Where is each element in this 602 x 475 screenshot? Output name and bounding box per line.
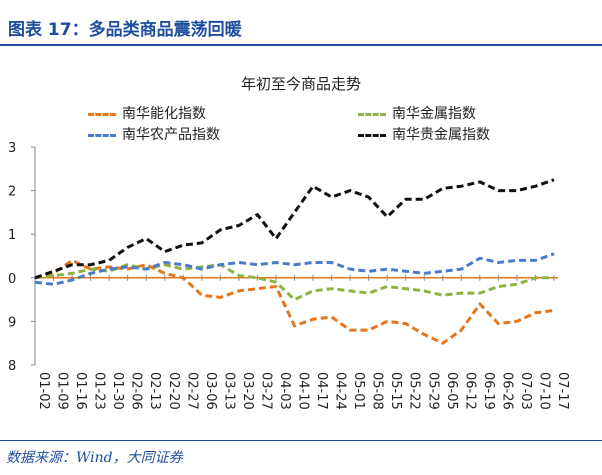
x-tick-label: 05-08 [370, 372, 385, 410]
legend-item-precious: 南华贵金属指数 [358, 124, 490, 144]
footer-rule [0, 440, 602, 441]
series-line-2 [34, 252, 555, 286]
chart-title: 年初至今商品走势 [240, 75, 361, 93]
legend-swatch [358, 112, 386, 116]
legend-item-energy: 南华能化指数 [88, 103, 206, 123]
source-note: 数据来源：Wind，大同证券 [6, 450, 183, 466]
y-tick-label: 9 [8, 315, 16, 330]
series-line-0 [34, 258, 555, 345]
x-tick-label: 04-24 [333, 372, 348, 410]
x-tick-label: 04-10 [296, 372, 311, 410]
y-tick-label: 2 [8, 185, 16, 200]
x-tick-label: 05-01 [351, 372, 366, 410]
x-tick-label: 06-12 [462, 372, 477, 410]
x-tick-label: 04-17 [314, 372, 329, 410]
line-chart: 8 9 0 1 2 3 01-02 01-09 01-16 01-23 01-30 02-06 02-1… [8, 141, 570, 410]
x-tick-label: 02-27 [184, 372, 199, 410]
x-tick-label: 01-16 [73, 372, 88, 410]
x-tick-label: 03-20 [240, 372, 255, 410]
x-tick-label: 05-22 [407, 372, 422, 410]
x-tick-label: 07-03 [518, 372, 533, 410]
legend-label: 南华贵金属指数 [392, 127, 490, 143]
x-tick-label: 03-13 [221, 372, 236, 410]
legend-swatch [358, 133, 386, 137]
legend-swatch [88, 112, 116, 116]
x-tick-label: 03-06 [203, 372, 218, 410]
x-tick-label: 02-06 [129, 372, 144, 410]
x-tick-label: 07-10 [536, 372, 551, 410]
x-tick-label: 04-03 [277, 372, 292, 410]
legend-label: 南华金属指数 [392, 106, 476, 122]
x-tick-label: 01-30 [110, 372, 125, 410]
x-tick-label: 06-05 [444, 372, 459, 410]
header-rule [0, 44, 602, 46]
legend-swatch [88, 133, 116, 137]
x-tick-label: 03-27 [258, 372, 273, 410]
x-tick-label: 01-23 [92, 372, 107, 410]
x-tick-label: 01-09 [55, 372, 70, 410]
figure-header: 图表 17：多品类商品震荡回暖 [0, 0, 602, 46]
x-tick-label: 01-02 [36, 372, 51, 410]
y-tick-label: 8 [8, 359, 16, 374]
legend-item-agri: 南华农产品指数 [88, 124, 220, 144]
x-tick-label: 02-13 [147, 372, 162, 410]
x-tick-label: 06-26 [499, 372, 514, 410]
x-tick-label: 02-20 [166, 372, 181, 410]
x-tick-label: 06-19 [481, 372, 496, 410]
y-tick-label: 0 [8, 272, 16, 287]
legend-item-metals: 南华金属指数 [358, 103, 476, 123]
legend-label: 南华农产品指数 [122, 127, 220, 143]
series-line-3 [34, 178, 555, 280]
y-tick-label: 1 [8, 228, 16, 243]
figure-title: 图表 17：多品类商品震荡回暖 [8, 20, 242, 40]
x-tick-label: 07-17 [555, 372, 570, 410]
y-tick-label: 3 [8, 141, 16, 156]
legend-label: 南华能化指数 [122, 106, 206, 122]
x-tick-label: 05-15 [388, 372, 403, 410]
x-tick-label: 05-29 [425, 372, 440, 410]
